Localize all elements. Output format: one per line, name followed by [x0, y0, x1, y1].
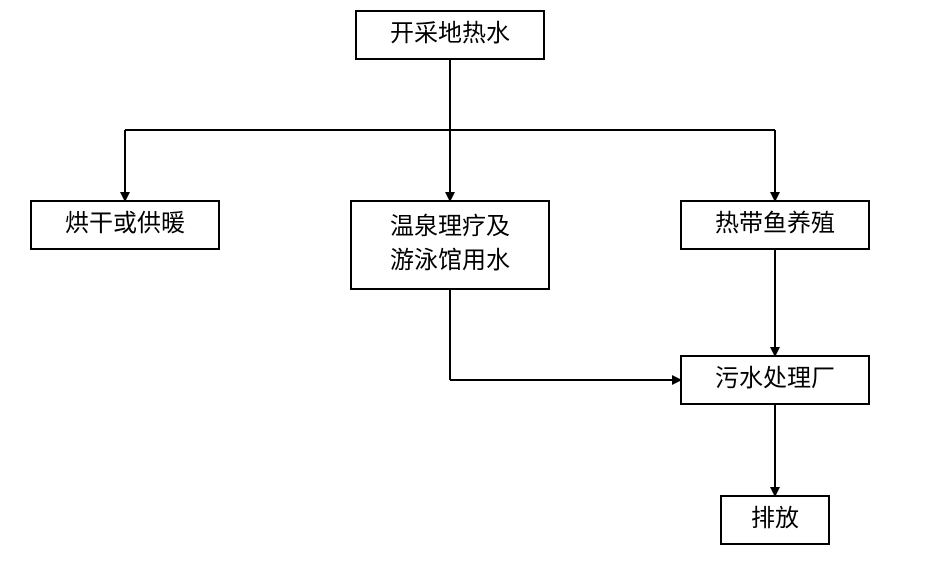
node-label: 烘干或供暖	[65, 208, 185, 242]
node-source: 开采地热水	[355, 10, 545, 60]
node-label: 污水处理厂	[715, 363, 835, 397]
node-label: 开采地热水	[390, 18, 510, 52]
node-discharge: 排放	[720, 495, 830, 545]
node-label-line1: 温泉理疗及	[390, 211, 510, 245]
flow-edges	[0, 0, 950, 580]
node-spa-pool: 温泉理疗及 游泳馆用水	[350, 200, 550, 290]
node-label-line2: 游泳馆用水	[390, 245, 510, 279]
node-drying-heating: 烘干或供暖	[30, 200, 220, 250]
node-label: 热带鱼养殖	[715, 208, 835, 242]
node-sewage-plant: 污水处理厂	[680, 355, 870, 405]
node-label: 排放	[751, 503, 799, 537]
node-fish-farming: 热带鱼养殖	[680, 200, 870, 250]
